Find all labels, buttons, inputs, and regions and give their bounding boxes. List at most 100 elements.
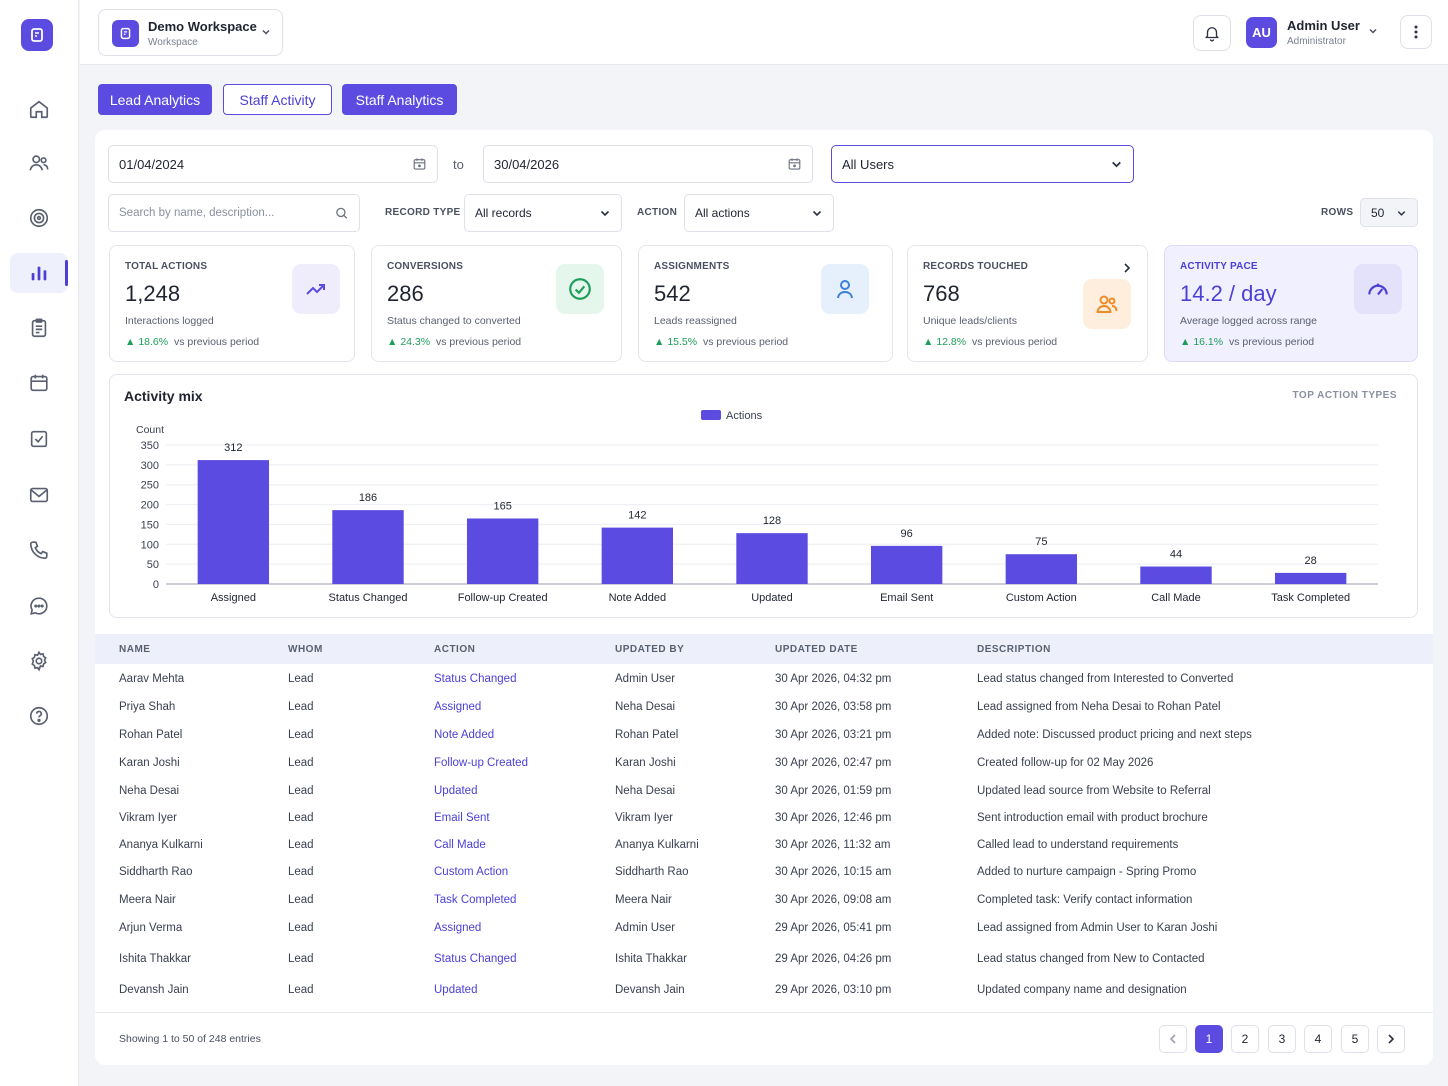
bar — [466, 518, 539, 584]
table-cell: 30 Apr 2026, 01:59 pm — [775, 785, 892, 797]
kpi-card-total-actions[interactable]: TOTAL ACTIONS 1,248 Interactions logged … — [109, 245, 355, 362]
record-type-select[interactable]: All records — [464, 194, 622, 232]
pagination-next[interactable] — [1377, 1025, 1405, 1053]
user-name[interactable]: Admin User — [1287, 18, 1360, 33]
table-cell: 29 Apr 2026, 04:26 pm — [775, 953, 892, 965]
search-input[interactable]: Search by name, description... — [108, 194, 360, 232]
chevron-down-icon[interactable] — [1367, 25, 1379, 37]
column-header: UPDATED DATE — [775, 644, 858, 655]
pagination-prev[interactable] — [1159, 1025, 1187, 1053]
tab-lead-analytics[interactable]: Lead Analytics — [98, 84, 212, 115]
nav-users[interactable] — [10, 143, 68, 183]
nav-clipboard[interactable] — [10, 308, 68, 348]
pagination-page[interactable]: 5 — [1341, 1025, 1369, 1053]
table-cell: Neha Desai — [119, 785, 180, 797]
data-label: 44 — [1170, 549, 1182, 561]
table-cell: Lead — [288, 922, 314, 934]
avatar[interactable]: AU — [1246, 17, 1277, 48]
table-cell: Siddharth Rao — [119, 866, 193, 878]
y-tick-label: 150 — [141, 519, 159, 531]
kpi-card-records-touched[interactable]: RECORDS TOUCHED 768 Unique leads/clients… — [907, 245, 1148, 362]
nav-settings[interactable] — [10, 641, 68, 681]
workspace-switcher[interactable]: Demo Workspace Workspace — [98, 9, 283, 56]
pagination-summary: Showing 1 to 50 of 248 entries — [119, 1033, 261, 1045]
data-label: 28 — [1305, 555, 1317, 567]
table-cell: Vikram Iyer — [615, 812, 673, 824]
action-link[interactable]: Email Sent — [434, 812, 490, 824]
action-link[interactable]: Assigned — [434, 701, 482, 713]
pagination-page[interactable]: 1 — [1195, 1025, 1223, 1053]
nav-help[interactable] — [10, 696, 68, 736]
more-menu-button[interactable] — [1400, 15, 1432, 49]
nav-chat[interactable] — [10, 586, 68, 626]
nav-analytics[interactable] — [10, 253, 68, 293]
chart-title: Activity mix — [124, 388, 203, 404]
table-cell: 30 Apr 2026, 12:46 pm — [775, 812, 892, 824]
action-link[interactable]: Updated — [434, 984, 478, 996]
table-cell: Devansh Jain — [119, 984, 189, 996]
bar — [1005, 554, 1078, 584]
home-icon — [29, 100, 49, 119]
nav-target[interactable] — [10, 198, 68, 238]
calendar-icon — [30, 374, 48, 392]
kpi-card-conversions[interactable]: CONVERSIONS 286 Status changed to conver… — [371, 245, 622, 362]
table-cell: 30 Apr 2026, 02:47 pm — [775, 757, 892, 769]
kpi-subtitle: Average logged across range — [1180, 315, 1317, 327]
action-link[interactable]: Note Added — [434, 729, 495, 741]
trend-up-icon: ▲ — [1180, 336, 1194, 348]
target-icon — [29, 208, 49, 228]
chevron-down-icon — [1397, 210, 1406, 216]
date-to-field[interactable]: 30/04/2026 — [483, 145, 813, 183]
kpi-delta-value: 12.8% — [936, 336, 967, 348]
table-footer-divider — [95, 1012, 1433, 1013]
user-select[interactable]: All Users — [831, 145, 1134, 183]
action-link[interactable]: Status Changed — [434, 953, 517, 965]
notifications-button[interactable] — [1193, 15, 1231, 51]
table-cell: Lead — [288, 866, 314, 878]
data-label: 128 — [763, 515, 781, 527]
chevron-down-icon — [262, 29, 270, 35]
date-from-field[interactable]: 01/04/2024 — [108, 145, 438, 183]
x-tick-label: Email Sent — [880, 592, 933, 604]
check-circle-icon — [556, 264, 604, 314]
action-select-value: All actions — [695, 206, 750, 220]
kpi-value: 768 — [923, 281, 960, 306]
kpi-delta: ▲ 15.5% vs previous period — [654, 336, 788, 348]
chevron-right-icon[interactable] — [1122, 262, 1132, 274]
tab-staff-activity[interactable]: Staff Activity — [223, 84, 332, 115]
action-link[interactable]: Updated — [434, 785, 478, 797]
action-link[interactable]: Custom Action — [434, 866, 509, 878]
checkbox-icon — [30, 430, 48, 448]
kpi-card-assignments[interactable]: ASSIGNMENTS 542 Leads reassigned ▲ 15.5%… — [638, 245, 893, 362]
table-cell: Lead status changed from New to Contacte… — [977, 953, 1205, 965]
nav-tasks[interactable] — [10, 419, 68, 459]
settings-icon — [31, 650, 47, 672]
table-cell: Priya Shah — [119, 701, 176, 713]
nav-home[interactable] — [10, 89, 68, 129]
calendar-icon[interactable] — [787, 157, 802, 172]
tab-staff-analytics[interactable]: Staff Analytics — [342, 84, 457, 115]
table-cell: Updated lead source from Website to Refe… — [977, 785, 1211, 797]
trend-up-icon: ▲ — [125, 336, 139, 348]
nav-calendar[interactable] — [10, 363, 68, 403]
app-logo[interactable] — [21, 19, 53, 51]
nav-phone[interactable] — [10, 530, 68, 570]
chevron-down-icon — [600, 210, 610, 217]
calendar-icon[interactable] — [412, 157, 427, 172]
table-cell: Meera Nair — [119, 894, 176, 906]
pagination-page[interactable]: 3 — [1268, 1025, 1296, 1053]
action-select[interactable]: All actions — [684, 194, 834, 232]
action-link[interactable]: Assigned — [434, 922, 482, 934]
pagination-page[interactable]: 2 — [1231, 1025, 1259, 1053]
kpi-card-activity-pace[interactable]: ACTIVITY PACE 14.2 / day Average logged … — [1164, 245, 1418, 362]
table-cell: Completed task: Verify contact informati… — [977, 894, 1193, 906]
action-link[interactable]: Status Changed — [434, 673, 517, 685]
pagination-page[interactable]: 4 — [1304, 1025, 1332, 1053]
action-link[interactable]: Follow-up Created — [434, 757, 528, 769]
table-cell: Siddharth Rao — [615, 866, 689, 878]
action-link[interactable]: Call Made — [434, 839, 486, 851]
mail-icon — [29, 487, 49, 503]
rows-select[interactable]: 50 — [1360, 198, 1418, 227]
action-link[interactable]: Task Completed — [434, 894, 517, 906]
nav-mail[interactable] — [10, 475, 68, 515]
